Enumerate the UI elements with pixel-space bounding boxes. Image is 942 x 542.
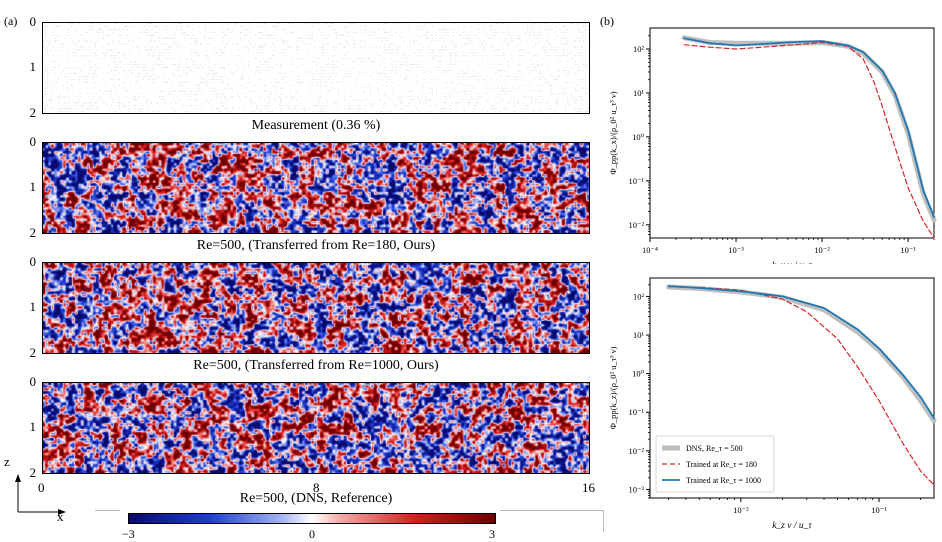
x-tick: 0 [38,480,45,495]
colorbar-tick: 0 [309,527,315,541]
x-axis-label: k_x ν / u_τ [772,261,813,264]
y-tick-label: 10⁻¹ [628,407,644,417]
plot-frame [649,277,935,499]
y-tick-label: 10⁰ [632,132,645,142]
panel-a-label: (a) [4,14,18,28]
colorbar-tick: 3 [489,527,495,541]
y-tick-label: 10⁻² [628,220,644,230]
dns-reference-field [42,382,590,474]
x-tick-label: 10⁻⁴ [642,245,658,255]
y-tick-label: 10⁰ [632,369,645,379]
reconstruction-180-field [42,142,590,234]
measurement-field [42,22,590,114]
reconstruction-1000-field [42,262,590,354]
y-tick: 0 [29,14,37,29]
y-tick-label: 10⁻² [628,446,644,456]
y-tick: 1 [29,419,37,434]
field-caption: Re=500, (DNS, Reference) [239,491,393,506]
x-axis-label: x [57,509,64,524]
x-tick-label: 10⁻² [733,505,749,515]
x-tick-label: 10⁻³ [728,245,744,255]
y-tick: 1 [29,179,37,194]
z-axis-label: z [4,454,10,469]
y-tick-label: 10² [633,44,645,54]
colorbar-tick: −3 [122,527,135,541]
divider [500,510,603,511]
spectrum-kz-chart: 10⁻² 10⁻¹ 10² 10¹ 10⁰ 10⁻¹ 10⁻² 10⁻³ k_z ν / u_τ… [608,277,937,531]
x-tick-label: 10⁻¹ [871,505,887,515]
y-tick-label: 10¹ [633,88,645,98]
series-line-dns [681,35,937,223]
y-tick-label: 10² [633,291,645,301]
colorbar [128,513,496,524]
panel-b-label: (b) [600,14,614,28]
y-tick-label: 10¹ [633,330,645,340]
series-line-trained1000 [683,37,935,218]
y-axis-label: Φ_pp(k_x)/(ρ_0² u_τ³ ν) [608,91,618,174]
axes-arrows-icon [15,474,66,515]
x-tick-label: 10⁻¹ [900,245,916,255]
legend-label: DNS, Re_τ = 500 [686,444,743,453]
x-tick-label: 10⁻² [814,245,830,255]
y-axis-label: Φ_pp(k_z)/(ρ_0² u_τ³ ν) [608,346,618,429]
legend-label: Trained at Re_τ = 1000 [686,476,761,485]
field-caption: Measurement (0.36 %) [251,118,381,133]
divider [603,510,604,532]
series-line-trained1000 [667,285,935,420]
field-caption: Re=500, (Transferred from Re=1000, Ours) [193,358,439,373]
x-tick: 8 [313,480,320,495]
y-tick: 1 [29,59,37,74]
y-tick: 2 [29,225,37,240]
y-tick-label: 10⁻¹ [628,176,644,186]
y-tick: 2 [29,465,37,480]
x-axis-label: k_z ν / u_τ [772,521,812,531]
y-tick: 0 [29,374,37,389]
x-tick: 16 [582,480,595,495]
y-tick: 0 [29,134,37,149]
y-tick: 1 [29,299,37,314]
y-tick: 0 [29,254,37,269]
series-line-trained180 [683,41,935,239]
legend-label: Trained at Re_τ = 180 [686,460,757,469]
series-line-trained180 [668,286,935,486]
y-tick-label: 10⁻³ [628,484,644,494]
y-tick: 2 [29,345,37,360]
spectrum-kx-chart: 10⁻⁴ 10⁻³ 10⁻² 10⁻¹ 10² 10¹ 10⁰ 10⁻¹ 10⁻² k_x ν /… [608,27,937,264]
divider [95,510,120,511]
y-tick: 2 [29,105,37,120]
field-caption: Re=500, (Transferred from Re=180, Ours) [196,238,436,253]
series-line-dns [666,284,937,424]
plot-frame [649,27,935,239]
legend-box [655,435,775,493]
